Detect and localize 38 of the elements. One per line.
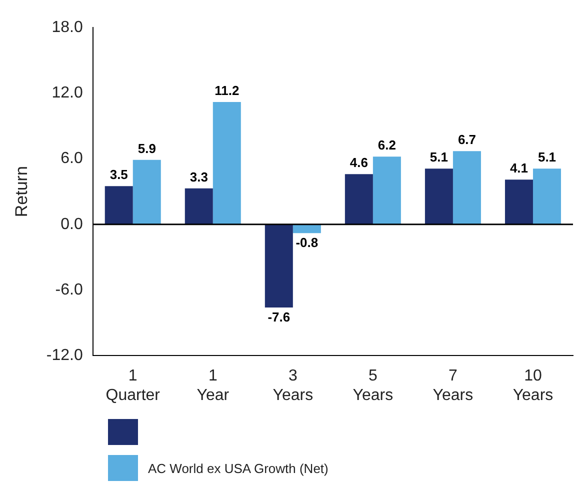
x-tick-label: 7 Years — [432, 368, 474, 404]
bar — [344, 174, 373, 224]
data-label: -0.8 — [296, 235, 318, 250]
y-tick-label: 6.0 — [60, 150, 83, 168]
x-tick-label: 3 Years — [272, 368, 314, 404]
data-label: 4.6 — [350, 155, 368, 170]
bar — [532, 168, 561, 224]
x-tick-label: 1 Quarter — [106, 368, 161, 404]
data-label: 5.1 — [538, 150, 556, 165]
x-tick-label: 1 Year — [196, 368, 230, 404]
data-label: 6.2 — [378, 138, 396, 153]
data-label: 6.7 — [458, 132, 476, 148]
bar — [372, 156, 401, 224]
bar — [424, 168, 453, 224]
y-tick-label: -6.0 — [55, 281, 83, 298]
bar — [264, 224, 293, 308]
data-label: 3.3 — [190, 169, 208, 184]
y-tick-label: 18.0 — [52, 19, 83, 36]
data-label: 5.9 — [138, 140, 156, 156]
bar — [132, 160, 161, 224]
bar — [104, 186, 133, 224]
legend-label: AC World ex USA Growth (Net) — [148, 460, 328, 476]
bar — [504, 180, 533, 224]
data-label: 3.5 — [110, 167, 128, 182]
y-tick-label: 0.0 — [60, 216, 83, 233]
bar — [292, 224, 321, 234]
bar — [452, 151, 481, 224]
bar — [184, 188, 213, 224]
y-tick-label: 12.0 — [52, 84, 83, 102]
x-tick-label: 10 Years — [512, 368, 554, 404]
x-tick-label: 5 Years — [352, 368, 394, 404]
data-label: 5.1 — [430, 150, 448, 165]
y-tick-label: -12.0 — [46, 347, 83, 364]
data-label: 4.1 — [510, 160, 528, 176]
data-label: -7.6 — [268, 310, 290, 325]
bar — [212, 102, 241, 224]
data-label: 11.2 — [214, 83, 240, 98]
y-axis-title: Return — [12, 166, 31, 218]
